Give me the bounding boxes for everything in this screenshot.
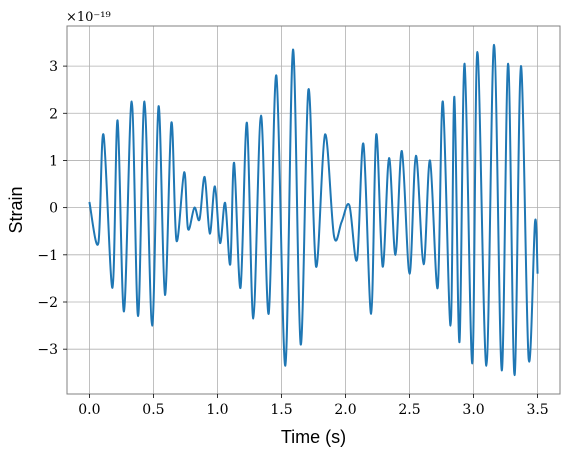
y-tick-label: 0 (49, 201, 58, 217)
x-tick-label: 3.0 (462, 402, 484, 418)
x-tick-label: 0.0 (78, 402, 100, 418)
x-tick-label: 3.5 (526, 402, 548, 418)
y-tick-label: −3 (37, 342, 58, 358)
y-tick-label: 1 (49, 153, 58, 169)
y-offset-label: ×10⁻¹⁹ (66, 10, 111, 25)
series-layer (88, 43, 539, 377)
plot-frame (66, 25, 561, 395)
y-axis-label: Strain (6, 186, 26, 233)
x-tick-label: 0.5 (142, 402, 164, 418)
x-tick-label: 2.5 (398, 402, 420, 418)
x-tick-label: 2.0 (334, 402, 356, 418)
y-tick-label: 3 (49, 59, 58, 75)
x-axis-label: Time (s) (281, 427, 346, 447)
y-tick-label: −1 (37, 248, 58, 264)
axis-ticks: 0.0 0.5 1.0 1.5 2.0 2.5 3.0 3.5 −3 −2 −1 0 1 2 3 (37, 59, 548, 418)
x-tick-label: 1.0 (206, 402, 228, 418)
y-tick-label: 2 (49, 106, 58, 122)
strain-series-line (88, 43, 539, 377)
y-tick-label: −2 (37, 295, 58, 311)
x-tick-label: 1.5 (270, 402, 292, 418)
